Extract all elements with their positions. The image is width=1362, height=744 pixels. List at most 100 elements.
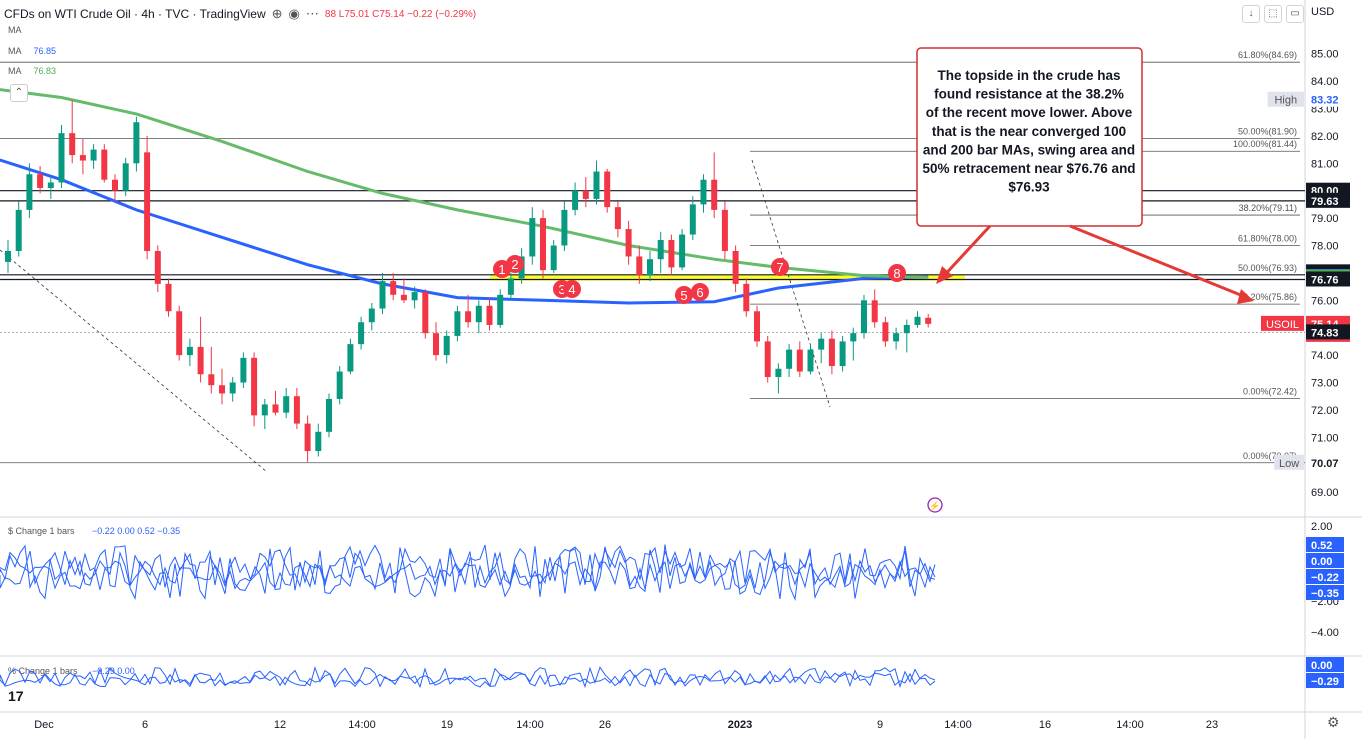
candle-body [219, 385, 225, 394]
y-tick-label: 79.00 [1311, 213, 1339, 225]
fib-level-label: 50.00%(76.93) [1238, 263, 1297, 273]
indicator-badge [1306, 553, 1344, 568]
y-tick-label: 71.00 [1311, 432, 1339, 444]
more-icon[interactable]: ⋯ [305, 6, 319, 21]
candle-body [261, 404, 268, 416]
x-tick-label: 23 [1206, 719, 1218, 731]
candle-body [711, 179, 718, 210]
trendline-dashed [751, 159, 831, 408]
indicator-axis-label: 2.00 [1311, 521, 1332, 533]
candle-body [893, 333, 900, 342]
y-tick-label: 69.00 [1311, 487, 1339, 499]
x-tick-label: 14:00 [1116, 719, 1144, 731]
candle-body [700, 179, 707, 205]
fib-level-label: 0.00%(70.07) [1243, 451, 1297, 461]
indicator-axis-label: −4.00 [1311, 627, 1339, 639]
price-badge [1306, 91, 1350, 107]
annotation-arrowhead [1237, 289, 1254, 304]
indicator-badge-value: 0.52 [1311, 540, 1332, 552]
price-badge [1306, 324, 1350, 340]
y-tick-label: 73.00 [1311, 378, 1339, 390]
ma-legend-2[interactable]: MA 76.85 [8, 46, 57, 56]
candle-body [786, 349, 793, 369]
candle-body [422, 292, 429, 334]
events-icon-glyph: ⚡ [929, 500, 940, 512]
price-badge-tag-label: USOIL [1266, 319, 1299, 331]
collapse-pane-icon[interactable]: ▭ [1286, 5, 1304, 23]
candle-body [272, 404, 279, 413]
ma-legend-1[interactable]: MA [8, 25, 22, 35]
candle-body [529, 218, 536, 257]
candle-body [433, 333, 439, 356]
candle-body [133, 122, 140, 164]
candle-body [165, 283, 172, 312]
indicator-badge-value: −0.29 [1311, 676, 1339, 688]
chart-header: CFDs on WTI Crude Oil · 4h · TVC · Tradi… [4, 6, 476, 22]
candle-body [850, 333, 857, 342]
swing-marker [771, 258, 789, 276]
candle-body [828, 338, 835, 367]
swing-marker-label: 8 [893, 266, 900, 281]
x-tick-label: 14:00 [516, 719, 544, 731]
candle-body [882, 322, 889, 342]
y-tick-label: 82.00 [1311, 131, 1339, 143]
annotation-arrow [938, 224, 992, 282]
annotation-text: and 200 bar MAs, swing area and [923, 142, 1135, 157]
symbol-title[interactable]: CFDs on WTI Crude Oil · 4h · TVC · Tradi… [4, 7, 266, 21]
candle-body [58, 133, 65, 183]
indicator-badge [1306, 569, 1344, 584]
x-tick-label: 14:00 [348, 719, 376, 731]
candle-body [732, 250, 739, 284]
collapse-legend-icon[interactable]: ⌃ [10, 84, 28, 102]
annotation-text: $76.93 [1008, 180, 1050, 195]
candle-body [497, 294, 504, 325]
gear-icon[interactable]: ⚙ [1327, 714, 1340, 730]
x-tick-label: 9 [877, 719, 883, 731]
annotation-box [916, 47, 1143, 227]
y-tick-label: 85.00 [1311, 49, 1339, 61]
candle-body [796, 349, 803, 372]
pane-buttons: ↓ ⬚ ▭ [1242, 5, 1304, 23]
swing-marker [888, 264, 906, 282]
price-badge [1306, 192, 1350, 208]
swing-marker [506, 255, 524, 273]
candle-body [604, 171, 611, 208]
swing-marker-label: 7 [776, 260, 783, 275]
candle-body [326, 398, 332, 432]
candle-body [390, 281, 397, 295]
y-tick-label: 74.00 [1311, 350, 1339, 362]
price-badge-value: 83.32 [1311, 95, 1339, 107]
dollar-change-line [0, 559, 936, 591]
compare-icon[interactable]: ⊕ [271, 6, 283, 21]
indicator-badge-value: −0.22 [1311, 572, 1339, 584]
fib-level-label: 61.80%(84.69) [1238, 50, 1297, 60]
candle-body [668, 240, 675, 268]
candle-body [251, 357, 258, 416]
annotation-text: The topside in the crude has [937, 68, 1120, 83]
eye-icon[interactable]: ◉ [288, 6, 300, 21]
candle-body [818, 338, 825, 350]
price-badge-tag [1274, 454, 1304, 470]
candle-body [347, 344, 354, 372]
maximize-icon[interactable]: ⬚ [1264, 5, 1282, 23]
move-down-icon[interactable]: ↓ [1242, 5, 1260, 23]
swing-marker-label: 4 [568, 282, 575, 297]
price-badge-tag-label: High [1274, 95, 1297, 107]
candle-body [550, 245, 557, 271]
fib-level-label: 50.00%(81.90) [1238, 127, 1297, 137]
price-badge-tag [1261, 315, 1304, 331]
indicator-badge [1306, 657, 1344, 672]
ma-legend-3[interactable]: MA 76.83 [8, 66, 57, 76]
annotation-arrowhead [936, 266, 953, 284]
candle-body [540, 218, 546, 271]
candle-body [486, 305, 493, 325]
candle-body [240, 357, 247, 383]
y-tick-label: 76.00 [1311, 295, 1339, 307]
candle-body [839, 341, 846, 367]
swing-marker [563, 280, 581, 298]
candle-body [90, 149, 97, 161]
x-tick-label: 6 [142, 719, 148, 731]
candle-body [122, 163, 129, 191]
